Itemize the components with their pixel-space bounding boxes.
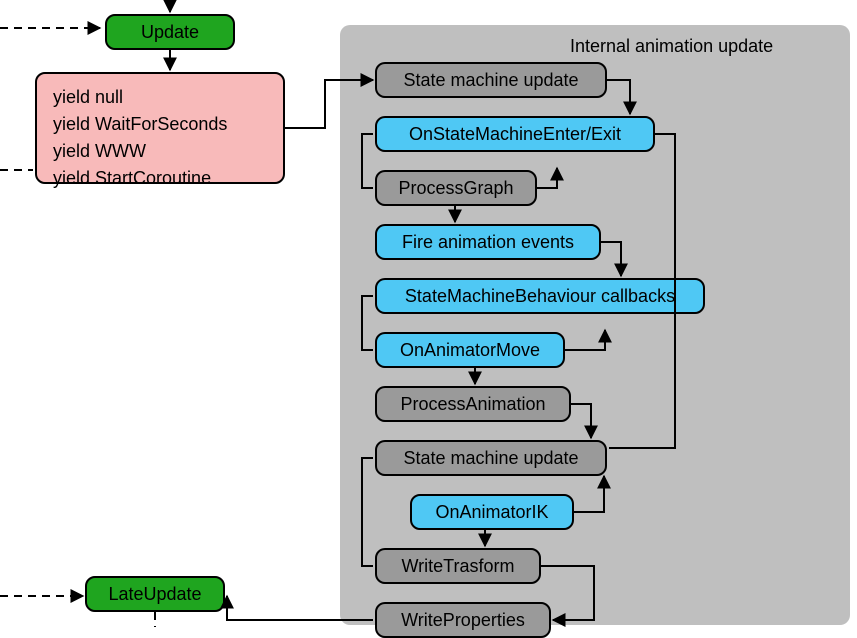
yield-line: yield WaitForSeconds xyxy=(53,111,267,138)
yield-line: yield null xyxy=(53,84,267,111)
node-process-graph: ProcessGraph xyxy=(375,170,537,206)
node-update: Update xyxy=(105,14,235,50)
animation-panel xyxy=(340,25,850,625)
panel-title: Internal animation update xyxy=(570,36,773,57)
node-state-machine-update: State machine update xyxy=(375,62,607,98)
node-state-machine-update-2: State machine update xyxy=(375,440,607,476)
node-lateupdate: LateUpdate xyxy=(85,576,225,612)
node-fire-anim-events: Fire animation events xyxy=(375,224,601,260)
node-on-animator-move: OnAnimatorMove xyxy=(375,332,565,368)
yield-line: yield WWW xyxy=(53,138,267,165)
node-yield: yield nullyield WaitForSecondsyield WWWy… xyxy=(35,72,285,184)
node-write-properties: WriteProperties xyxy=(375,602,551,638)
node-smb-callbacks: StateMachineBehaviour callbacks xyxy=(375,278,705,314)
node-process-animation: ProcessAnimation xyxy=(375,386,571,422)
yield-line: yield StartCoroutine xyxy=(53,165,267,192)
node-on-animator-ik: OnAnimatorIK xyxy=(410,494,574,530)
node-write-transform: WriteTrasform xyxy=(375,548,541,584)
node-on-state-enter-exit: OnStateMachineEnter/Exit xyxy=(375,116,655,152)
